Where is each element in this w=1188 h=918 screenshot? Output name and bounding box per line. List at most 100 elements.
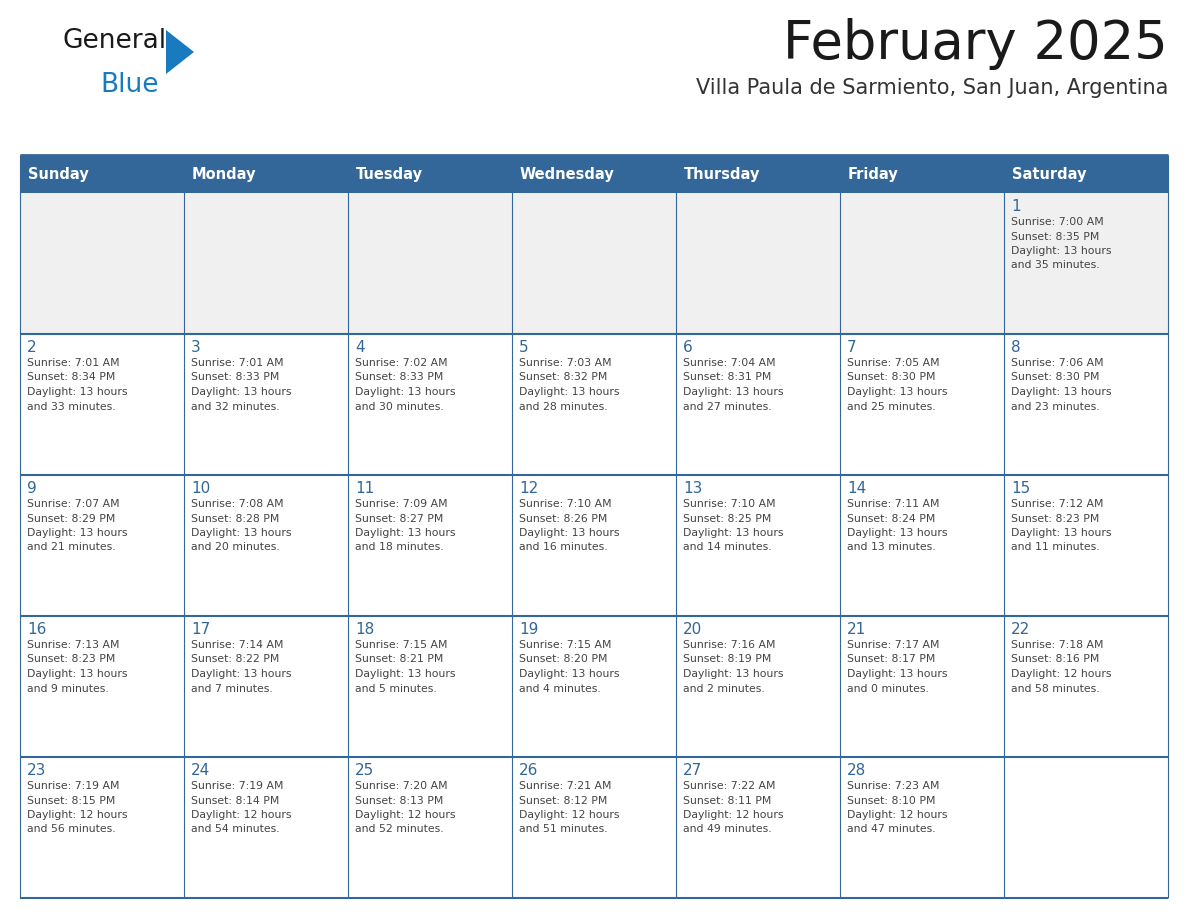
Text: 11: 11 — [355, 481, 374, 496]
Text: Sunrise: 7:17 AM: Sunrise: 7:17 AM — [847, 640, 940, 650]
Text: Blue: Blue — [100, 72, 158, 98]
Text: Daylight: 13 hours: Daylight: 13 hours — [683, 669, 784, 679]
Text: Sunset: 8:32 PM: Sunset: 8:32 PM — [519, 373, 607, 383]
Text: 1: 1 — [1011, 199, 1020, 214]
Text: and 11 minutes.: and 11 minutes. — [1011, 543, 1100, 553]
Text: Daylight: 13 hours: Daylight: 13 hours — [847, 387, 948, 397]
Bar — [20, 475, 184, 616]
Text: 16: 16 — [27, 622, 46, 637]
Bar — [840, 616, 1004, 757]
Text: Villa Paula de Sarmiento, San Juan, Argentina: Villa Paula de Sarmiento, San Juan, Arge… — [696, 78, 1168, 98]
Text: Daylight: 13 hours: Daylight: 13 hours — [27, 669, 127, 679]
Bar — [1004, 193, 1168, 334]
Text: Daylight: 12 hours: Daylight: 12 hours — [847, 810, 948, 820]
Text: 7: 7 — [847, 340, 857, 355]
Text: 13: 13 — [683, 481, 702, 496]
Text: 24: 24 — [191, 763, 210, 778]
Text: February 2025: February 2025 — [783, 18, 1168, 70]
Text: 15: 15 — [1011, 481, 1030, 496]
Text: Daylight: 12 hours: Daylight: 12 hours — [519, 810, 619, 820]
Text: Tuesday: Tuesday — [356, 166, 423, 182]
Text: and 33 minutes.: and 33 minutes. — [27, 401, 115, 411]
Text: 8: 8 — [1011, 340, 1020, 355]
Text: Daylight: 13 hours: Daylight: 13 hours — [355, 387, 455, 397]
Text: Wednesday: Wednesday — [520, 166, 614, 182]
Text: 28: 28 — [847, 763, 866, 778]
Bar — [512, 334, 676, 475]
Text: Sunrise: 7:22 AM: Sunrise: 7:22 AM — [683, 781, 776, 791]
Bar — [348, 193, 512, 334]
Text: and 25 minutes.: and 25 minutes. — [847, 401, 936, 411]
Text: and 51 minutes.: and 51 minutes. — [519, 824, 607, 834]
Text: and 9 minutes.: and 9 minutes. — [27, 684, 109, 693]
Text: Sunset: 8:34 PM: Sunset: 8:34 PM — [27, 373, 115, 383]
Text: and 30 minutes.: and 30 minutes. — [355, 401, 444, 411]
Bar — [348, 757, 512, 898]
Text: Sunrise: 7:01 AM: Sunrise: 7:01 AM — [191, 358, 284, 368]
Text: Sunrise: 7:20 AM: Sunrise: 7:20 AM — [355, 781, 448, 791]
Text: Daylight: 13 hours: Daylight: 13 hours — [191, 528, 291, 538]
Text: 3: 3 — [191, 340, 201, 355]
Text: 19: 19 — [519, 622, 538, 637]
Text: Sunrise: 7:03 AM: Sunrise: 7:03 AM — [519, 358, 612, 368]
Text: Daylight: 13 hours: Daylight: 13 hours — [1011, 246, 1112, 256]
Text: Sunset: 8:23 PM: Sunset: 8:23 PM — [1011, 513, 1099, 523]
Bar — [512, 757, 676, 898]
Text: Sunrise: 7:10 AM: Sunrise: 7:10 AM — [519, 499, 612, 509]
Text: Daylight: 12 hours: Daylight: 12 hours — [1011, 669, 1112, 679]
Bar — [184, 193, 348, 334]
Bar — [676, 616, 840, 757]
Text: Daylight: 13 hours: Daylight: 13 hours — [1011, 528, 1112, 538]
Text: Daylight: 13 hours: Daylight: 13 hours — [191, 669, 291, 679]
Text: Sunset: 8:10 PM: Sunset: 8:10 PM — [847, 796, 935, 805]
Text: 22: 22 — [1011, 622, 1030, 637]
Bar — [20, 334, 184, 475]
Text: Sunrise: 7:11 AM: Sunrise: 7:11 AM — [847, 499, 940, 509]
Text: and 52 minutes.: and 52 minutes. — [355, 824, 443, 834]
Bar — [184, 334, 348, 475]
Bar — [1004, 334, 1168, 475]
Text: and 21 minutes.: and 21 minutes. — [27, 543, 115, 553]
Text: 27: 27 — [683, 763, 702, 778]
Text: and 28 minutes.: and 28 minutes. — [519, 401, 607, 411]
Text: Sunset: 8:11 PM: Sunset: 8:11 PM — [683, 796, 771, 805]
Text: Sunrise: 7:16 AM: Sunrise: 7:16 AM — [683, 640, 776, 650]
Text: Sunset: 8:15 PM: Sunset: 8:15 PM — [27, 796, 115, 805]
Bar — [20, 193, 184, 334]
Text: Sunrise: 7:12 AM: Sunrise: 7:12 AM — [1011, 499, 1104, 509]
Text: Daylight: 12 hours: Daylight: 12 hours — [27, 810, 127, 820]
Text: Daylight: 13 hours: Daylight: 13 hours — [847, 669, 948, 679]
Text: and 20 minutes.: and 20 minutes. — [191, 543, 279, 553]
Text: Sunset: 8:33 PM: Sunset: 8:33 PM — [355, 373, 443, 383]
Text: Sunrise: 7:10 AM: Sunrise: 7:10 AM — [683, 499, 776, 509]
Bar — [676, 475, 840, 616]
Bar — [840, 193, 1004, 334]
Text: Daylight: 13 hours: Daylight: 13 hours — [1011, 387, 1112, 397]
Text: 23: 23 — [27, 763, 46, 778]
Bar — [840, 475, 1004, 616]
Text: Thursday: Thursday — [684, 166, 760, 182]
Text: Daylight: 13 hours: Daylight: 13 hours — [355, 528, 455, 538]
Bar — [20, 616, 184, 757]
Bar — [20, 757, 184, 898]
Bar — [512, 193, 676, 334]
Text: and 2 minutes.: and 2 minutes. — [683, 684, 765, 693]
Text: 20: 20 — [683, 622, 702, 637]
Text: Sunset: 8:29 PM: Sunset: 8:29 PM — [27, 513, 115, 523]
Text: and 58 minutes.: and 58 minutes. — [1011, 684, 1100, 693]
Text: Monday: Monday — [192, 166, 257, 182]
Text: Daylight: 12 hours: Daylight: 12 hours — [191, 810, 291, 820]
Text: General: General — [62, 28, 166, 54]
Text: 18: 18 — [355, 622, 374, 637]
Text: Daylight: 13 hours: Daylight: 13 hours — [191, 387, 291, 397]
Bar — [512, 616, 676, 757]
Text: Daylight: 13 hours: Daylight: 13 hours — [519, 669, 619, 679]
Text: Daylight: 12 hours: Daylight: 12 hours — [355, 810, 455, 820]
Text: and 7 minutes.: and 7 minutes. — [191, 684, 273, 693]
Text: and 16 minutes.: and 16 minutes. — [519, 543, 607, 553]
Bar — [676, 334, 840, 475]
Text: 12: 12 — [519, 481, 538, 496]
Polygon shape — [166, 30, 194, 74]
Text: Sunrise: 7:09 AM: Sunrise: 7:09 AM — [355, 499, 448, 509]
Text: Sunset: 8:22 PM: Sunset: 8:22 PM — [191, 655, 279, 665]
